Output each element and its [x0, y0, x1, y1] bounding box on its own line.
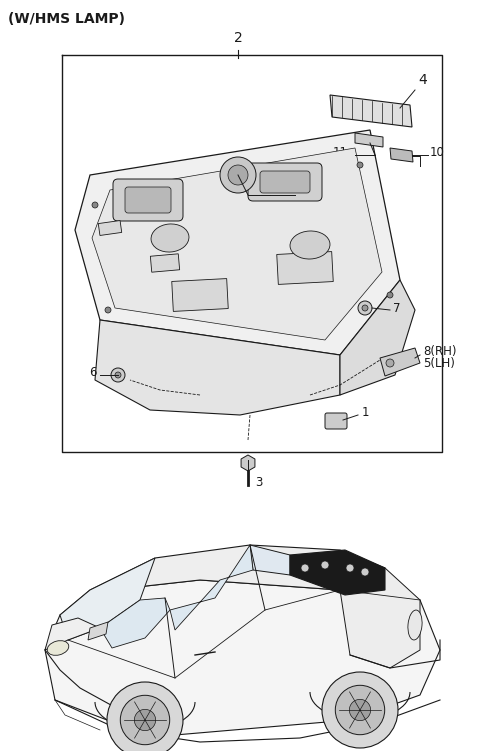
- Circle shape: [107, 682, 183, 751]
- Text: 11: 11: [333, 146, 348, 158]
- Polygon shape: [150, 254, 180, 272]
- Circle shape: [301, 564, 309, 572]
- Polygon shape: [340, 568, 420, 668]
- Text: 5(LH): 5(LH): [423, 357, 455, 369]
- Ellipse shape: [47, 641, 69, 656]
- Text: 9: 9: [298, 179, 305, 192]
- Text: 6: 6: [89, 366, 97, 379]
- FancyBboxPatch shape: [325, 413, 347, 429]
- Circle shape: [336, 686, 384, 734]
- Text: 3: 3: [255, 476, 263, 489]
- Polygon shape: [380, 348, 420, 376]
- Circle shape: [120, 695, 170, 745]
- Polygon shape: [340, 280, 415, 395]
- Polygon shape: [98, 221, 122, 236]
- FancyBboxPatch shape: [113, 179, 183, 221]
- FancyBboxPatch shape: [248, 163, 322, 201]
- Polygon shape: [75, 130, 400, 355]
- Text: 2: 2: [234, 31, 242, 45]
- Circle shape: [92, 202, 98, 208]
- Polygon shape: [355, 133, 383, 147]
- Circle shape: [220, 157, 256, 193]
- Polygon shape: [60, 545, 385, 615]
- Polygon shape: [45, 580, 440, 735]
- Circle shape: [387, 292, 393, 298]
- FancyBboxPatch shape: [260, 171, 310, 193]
- Text: 1: 1: [362, 406, 370, 418]
- Polygon shape: [95, 320, 340, 415]
- Polygon shape: [60, 558, 155, 640]
- Circle shape: [105, 307, 111, 313]
- Circle shape: [349, 699, 371, 721]
- Circle shape: [115, 372, 121, 378]
- Circle shape: [386, 359, 394, 367]
- FancyBboxPatch shape: [125, 187, 171, 213]
- Text: 8(RH): 8(RH): [423, 345, 456, 357]
- Text: 4: 4: [418, 73, 427, 87]
- Circle shape: [322, 672, 398, 748]
- Text: 10: 10: [430, 146, 445, 158]
- Circle shape: [228, 165, 248, 185]
- Ellipse shape: [408, 610, 422, 640]
- Polygon shape: [390, 148, 413, 162]
- Polygon shape: [45, 618, 100, 650]
- Circle shape: [111, 368, 125, 382]
- Ellipse shape: [290, 231, 330, 259]
- Ellipse shape: [151, 224, 189, 252]
- Polygon shape: [100, 598, 170, 648]
- Polygon shape: [290, 550, 385, 595]
- Polygon shape: [277, 252, 333, 285]
- Circle shape: [346, 564, 354, 572]
- Circle shape: [361, 568, 369, 576]
- Polygon shape: [92, 148, 382, 340]
- Polygon shape: [88, 622, 108, 640]
- Polygon shape: [170, 545, 253, 630]
- Circle shape: [321, 561, 329, 569]
- Text: 7: 7: [393, 301, 400, 315]
- Circle shape: [134, 710, 156, 731]
- Circle shape: [358, 301, 372, 315]
- Polygon shape: [250, 545, 290, 575]
- Text: (W/HMS LAMP): (W/HMS LAMP): [8, 12, 125, 26]
- Circle shape: [357, 162, 363, 168]
- Circle shape: [362, 305, 368, 311]
- Polygon shape: [330, 95, 412, 127]
- Polygon shape: [172, 279, 228, 312]
- Text: 12: 12: [255, 179, 270, 192]
